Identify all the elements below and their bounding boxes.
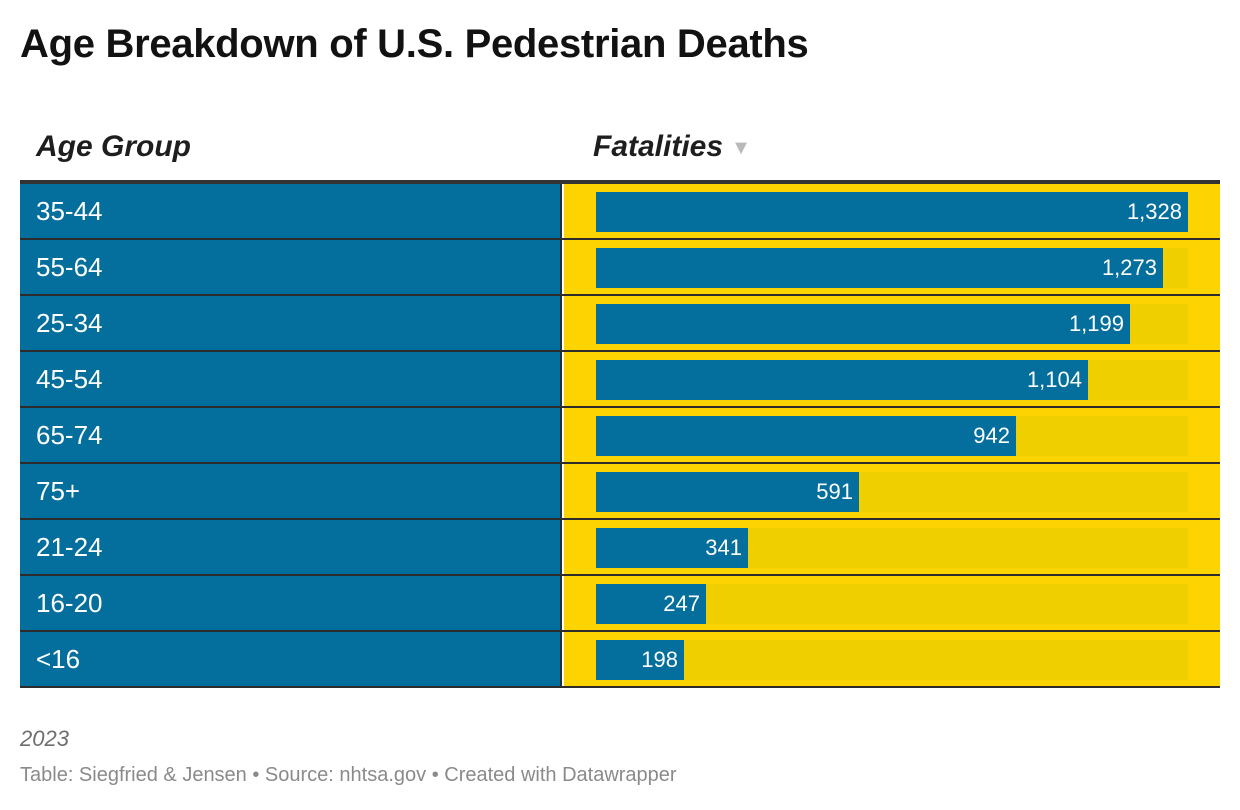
fatalities-bar: 591 xyxy=(596,472,859,512)
bar-track: 1,328 xyxy=(596,192,1188,232)
table-row: <16 198 xyxy=(20,632,1220,688)
fatalities-bar: 1,104 xyxy=(596,360,1088,400)
age-group-cell: <16 xyxy=(20,632,562,686)
age-group-cell: 35-44 xyxy=(20,184,562,238)
fatalities-value-label: 1,104 xyxy=(1026,367,1082,392)
age-group-cell: 65-74 xyxy=(20,408,562,462)
table-row: 55-64 1,273 xyxy=(20,240,1220,296)
table-body: 35-44 1,328 55-64 1,273 25-34 1,199 45-54 1,104… xyxy=(20,184,1220,688)
table-row: 21-24 341 xyxy=(20,520,1220,576)
fatalities-value-label: 1,273 xyxy=(1101,255,1157,280)
table-row: 65-74 942 xyxy=(20,408,1220,464)
table-footer: Table: Siegfried & Jensen • Source: nhts… xyxy=(20,764,677,786)
fatalities-bar: 942 xyxy=(596,416,1016,456)
bar-track: 1,199 xyxy=(596,304,1188,344)
table-notes: 2023 xyxy=(20,726,69,751)
age-group-cell: 25-34 xyxy=(20,296,562,350)
chart-title: Age Breakdown of U.S. Pedestrian Deaths xyxy=(20,22,809,66)
fatalities-value-label: 198 xyxy=(641,647,678,672)
fatalities-cell: 341 xyxy=(564,520,1220,574)
table-row: 45-54 1,104 xyxy=(20,352,1220,408)
fatalities-value-label: 1,199 xyxy=(1068,311,1124,336)
fatalities-value-label: 591 xyxy=(816,479,853,504)
fatalities-bar: 247 xyxy=(596,584,706,624)
column-header-fatalities-label: Fatalities xyxy=(593,130,724,163)
column-header-fatalities[interactable]: Fatalities ▼ xyxy=(593,130,751,164)
fatalities-value-label: 247 xyxy=(663,591,700,616)
column-header-age-group[interactable]: Age Group xyxy=(36,130,191,163)
fatalities-bar: 1,328 xyxy=(596,192,1188,232)
fatalities-value-label: 942 xyxy=(973,423,1010,448)
age-group-cell: 55-64 xyxy=(20,240,562,294)
fatalities-bar: 341 xyxy=(596,528,748,568)
fatalities-cell: 591 xyxy=(564,464,1220,518)
fatalities-cell: 1,104 xyxy=(564,352,1220,406)
fatalities-cell: 942 xyxy=(564,408,1220,462)
bar-track: 942 xyxy=(596,416,1188,456)
age-group-cell: 16-20 xyxy=(20,576,562,630)
fatalities-bar: 1,199 xyxy=(596,304,1130,344)
data-table: Age Group Fatalities ▼ 35-44 1,328 55-64 1,2… xyxy=(20,112,1220,688)
fatalities-value-label: 341 xyxy=(705,535,742,560)
sort-descending-icon[interactable]: ▼ xyxy=(731,137,751,159)
table-row: 35-44 1,328 xyxy=(20,184,1220,240)
fatalities-cell: 1,328 xyxy=(564,184,1220,238)
fatalities-cell: 247 xyxy=(564,576,1220,630)
table-row: 75+ 591 xyxy=(20,464,1220,520)
table-header: Age Group Fatalities ▼ xyxy=(20,112,1220,184)
fatalities-value-label: 1,328 xyxy=(1126,199,1182,224)
fatalities-bar: 198 xyxy=(596,640,684,680)
bar-track: 247 xyxy=(596,584,1188,624)
fatalities-cell: 1,199 xyxy=(564,296,1220,350)
table-row: 16-20 247 xyxy=(20,576,1220,632)
fatalities-bar: 1,273 xyxy=(596,248,1163,288)
bar-track: 591 xyxy=(596,472,1188,512)
fatalities-cell: 198 xyxy=(564,632,1220,686)
age-group-cell: 21-24 xyxy=(20,520,562,574)
bar-track: 341 xyxy=(596,528,1188,568)
bar-track: 1,104 xyxy=(596,360,1188,400)
age-group-cell: 45-54 xyxy=(20,352,562,406)
age-group-cell: 75+ xyxy=(20,464,562,518)
bar-track: 198 xyxy=(596,640,1188,680)
fatalities-cell: 1,273 xyxy=(564,240,1220,294)
table-row: 25-34 1,199 xyxy=(20,296,1220,352)
bar-track: 1,273 xyxy=(596,248,1188,288)
